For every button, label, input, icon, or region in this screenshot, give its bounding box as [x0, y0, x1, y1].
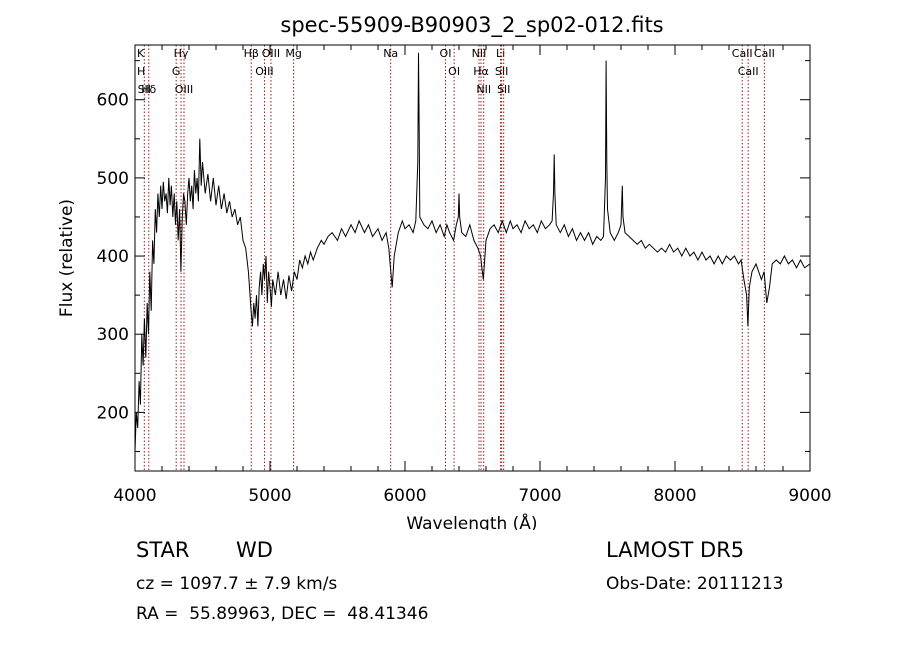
y-tick-label: 300 — [97, 325, 129, 345]
spectrum-chart: spec-55909-B90903_2_sp02-012.fits KHSIIH… — [57, 13, 832, 530]
x-tick-label: 9000 — [788, 486, 831, 506]
spectral-line-label: OIII — [262, 47, 280, 60]
spectral-line-label: H — [137, 65, 145, 78]
spectrum-line — [134, 52, 811, 452]
spectral-line-label: Na — [383, 47, 398, 60]
object-class: STAR — [136, 538, 190, 562]
spectral-line-label: CaII — [754, 47, 775, 60]
spectral-line-label: SII — [495, 65, 508, 78]
survey-name: LAMOST DR5 — [606, 538, 745, 562]
spectral-line-label: Mg — [285, 47, 301, 60]
spectral-line-label: OIII — [255, 65, 273, 78]
x-tick-label: 7000 — [518, 486, 561, 506]
object-subclass: WD — [236, 538, 273, 562]
spectral-line-label: Hα — [473, 65, 489, 78]
y-tick-label: 400 — [97, 247, 129, 267]
x-axis: 4000 5000 6000 7000 8000 9000 — [113, 45, 832, 506]
plot-frame — [134, 44, 811, 472]
redshift-cz: cz = 1097.7 ± 7.9 km/s — [136, 574, 338, 594]
spectral-line-label: G — [172, 65, 181, 78]
spectral-line-label: K — [137, 47, 145, 60]
x-tick-label: 8000 — [653, 486, 696, 506]
spectral-line-label: CaII — [738, 65, 759, 78]
ra-dec-coordinates: RA = 55.89963, DEC = 48.41346 — [136, 604, 429, 624]
x-tick-label: 5000 — [248, 486, 291, 506]
x-axis-label: Wavelength (Å) — [406, 512, 537, 530]
y-tick-label: 600 — [97, 91, 129, 111]
y-axis-label: Flux (relative) — [57, 199, 77, 317]
spectral-line-label: OIII — [175, 83, 193, 96]
spectral-line-label: CaII — [732, 47, 753, 60]
x-tick-label: 6000 — [383, 486, 426, 506]
y-axis: 200 300 400 500 600 — [97, 60, 810, 452]
x-tick-label: 4000 — [113, 486, 156, 506]
spectral-line-label: NII — [472, 47, 487, 60]
spectral-line-label: SII — [138, 83, 151, 96]
y-tick-label: 500 — [97, 169, 129, 189]
spectral-line-label: OI — [448, 65, 460, 78]
spectral-line-label: Hγ — [174, 47, 189, 60]
spectral-line-label: OI — [440, 47, 452, 60]
chart-title: spec-55909-B90903_2_sp02-012.fits — [280, 13, 663, 38]
y-tick-label: 200 — [97, 403, 129, 423]
spectral-line-label: NII — [476, 83, 491, 96]
observation-date: Obs-Date: 20111213 — [606, 574, 784, 594]
spectrum-series — [134, 52, 811, 452]
spectral-line-label: Li — [496, 47, 505, 60]
spectral-line-label: SII — [497, 83, 510, 96]
spectral-line-label: Hβ — [244, 47, 259, 60]
spectral-line-label: Hδ — [141, 83, 156, 96]
